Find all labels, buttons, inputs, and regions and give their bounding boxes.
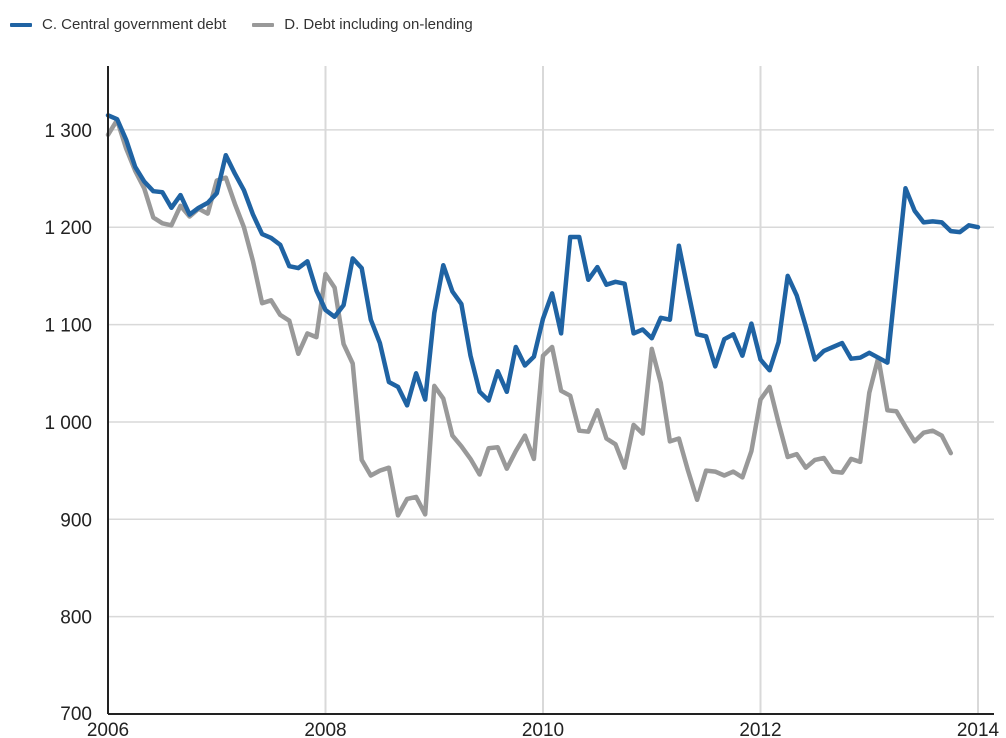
legend-label-series-c: C. Central government debt xyxy=(42,16,227,33)
x-tick-label: 2012 xyxy=(739,720,781,738)
chart-legend: C. Central government debt D. Debt inclu… xyxy=(10,16,499,33)
series-line-debt-including-on-lending xyxy=(105,117,954,518)
legend-swatch-series-d xyxy=(252,22,275,27)
legend-label-series-d: D. Debt including on-lending xyxy=(284,16,473,33)
y-tick-label: 800 xyxy=(60,608,92,629)
y-tick-label: 900 xyxy=(60,510,92,531)
x-tick-label: 2006 xyxy=(87,720,129,738)
legend-swatch-series-c xyxy=(10,22,32,27)
axes: 2006 2008 2010 2012 2014 700 800 900 1 000 1 100 1… xyxy=(44,66,1000,738)
x-tick-label: 2008 xyxy=(304,720,346,738)
grid-lines xyxy=(108,66,994,714)
y-tick-label: 700 xyxy=(60,704,92,725)
y-tick-label: 1 100 xyxy=(44,316,92,337)
x-tick-label: 2014 xyxy=(957,720,1000,738)
legend-item-series-c[interactable]: C. Central government debt xyxy=(10,16,226,33)
x-tick-label: 2010 xyxy=(522,720,564,738)
series-line-central-government-debt xyxy=(105,113,981,408)
y-tick-label: 1 200 xyxy=(44,218,92,239)
y-tick-label: 1 000 xyxy=(44,413,92,434)
legend-item-series-d[interactable]: D. Debt including on-lending xyxy=(252,16,473,33)
series-layer xyxy=(105,113,981,518)
y-tick-label: 1 300 xyxy=(44,121,92,142)
